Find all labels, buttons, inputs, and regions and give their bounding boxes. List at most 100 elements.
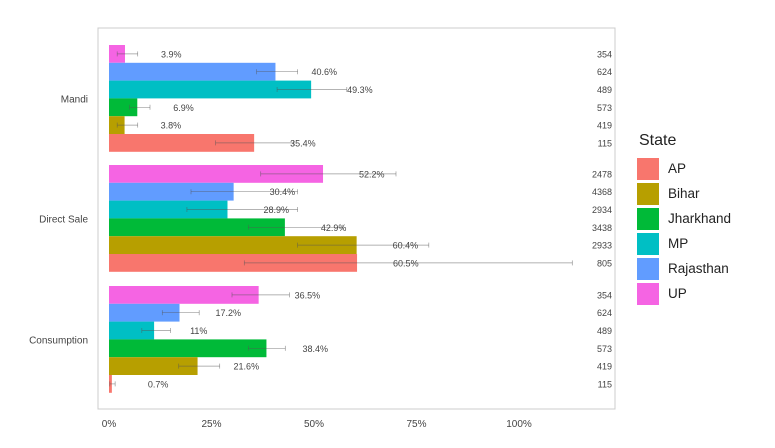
bar-rajasthan xyxy=(109,303,180,322)
n-label: 573 xyxy=(597,103,612,113)
bar-mp xyxy=(109,321,155,340)
plot-panel xyxy=(97,27,616,410)
data-label: 42.9% xyxy=(321,223,347,233)
error-bar xyxy=(215,140,294,146)
error-bar xyxy=(178,363,221,369)
data-label: 28.9% xyxy=(263,205,289,215)
legend-label: AP xyxy=(668,161,687,176)
data-label: 21.6% xyxy=(234,362,260,372)
n-label: 2478 xyxy=(592,169,612,179)
error-bar xyxy=(109,381,116,387)
n-label: 354 xyxy=(597,49,612,59)
legend-key xyxy=(637,207,659,230)
bar-rajasthan xyxy=(109,182,234,201)
data-label: 38.4% xyxy=(302,344,328,354)
n-label: 573 xyxy=(597,344,612,354)
data-label: 11% xyxy=(190,326,207,336)
error-bar xyxy=(116,122,139,128)
n-label: 805 xyxy=(597,258,612,268)
n-label: 115 xyxy=(598,379,612,389)
error-bar xyxy=(260,171,397,177)
bar-bihar xyxy=(109,236,357,254)
error-bar xyxy=(276,87,348,92)
error-bar xyxy=(129,104,151,110)
category-label: Consumption xyxy=(29,335,88,346)
error-bar xyxy=(256,69,298,75)
bar-jharkhand xyxy=(109,339,267,358)
legend-key xyxy=(637,182,659,205)
legend-item: Jharkhand xyxy=(637,206,731,231)
legend-item: MP xyxy=(637,231,731,256)
bar-rajasthan xyxy=(109,62,276,81)
legend-key xyxy=(637,257,659,280)
bar-jharkhand xyxy=(109,218,285,237)
bar-up xyxy=(109,165,324,183)
bar-mp xyxy=(109,80,312,99)
legend-item: UP xyxy=(637,281,731,306)
n-label: 419 xyxy=(597,362,612,372)
n-label: 489 xyxy=(597,326,612,336)
error-bar xyxy=(248,224,344,230)
legend-key xyxy=(637,232,659,255)
error-bar xyxy=(231,292,290,298)
legend-item: Rajasthan xyxy=(637,256,731,281)
data-label: 6.9% xyxy=(173,103,194,113)
category-label: Mandi xyxy=(61,94,88,105)
error-bar xyxy=(297,242,430,248)
legend-item: AP xyxy=(637,156,731,181)
n-label: 4368 xyxy=(592,187,612,197)
x-tick-label: 50% xyxy=(304,419,324,430)
x-tick-label: 0% xyxy=(102,419,117,430)
category-label: Direct Sale xyxy=(39,214,88,225)
data-label: 30.4% xyxy=(270,187,296,197)
legend: State AP Bihar Jharkhand MP Rajasthan UP xyxy=(637,132,731,306)
error-bar xyxy=(161,310,200,316)
x-tick-label: 100% xyxy=(506,419,532,430)
n-label: 419 xyxy=(597,121,612,131)
n-label: 3438 xyxy=(592,223,612,233)
data-label: 49.3% xyxy=(347,85,373,95)
legend-key xyxy=(637,157,659,180)
legend-title: State xyxy=(639,132,677,149)
data-label: 52.2% xyxy=(359,169,385,179)
n-label: 624 xyxy=(597,67,612,77)
n-label: 489 xyxy=(597,85,612,95)
data-label: 60.5% xyxy=(393,258,419,268)
legend-key xyxy=(637,282,659,305)
bar-bihar xyxy=(109,116,125,134)
x-tick-label: 25% xyxy=(201,419,221,430)
data-label: 0.7% xyxy=(148,379,169,389)
data-label: 17.2% xyxy=(216,308,242,318)
n-label: 624 xyxy=(597,308,612,318)
bar-ap xyxy=(109,254,358,272)
n-label: 2933 xyxy=(592,241,612,251)
bar-up xyxy=(109,286,259,304)
bar-mp xyxy=(109,200,228,219)
data-label: 40.6% xyxy=(311,67,337,77)
legend-label: MP xyxy=(668,236,689,251)
data-label: 36.5% xyxy=(295,290,321,300)
legend-item: Bihar xyxy=(637,181,731,206)
n-label: 115 xyxy=(598,138,612,148)
data-label: 35.4% xyxy=(290,138,316,148)
error-bar xyxy=(190,189,298,195)
legend-label: Rajasthan xyxy=(668,261,729,276)
error-bar xyxy=(186,207,298,212)
legend-label: Bihar xyxy=(668,186,700,201)
legend-label: Jharkhand xyxy=(668,211,732,226)
data-label: 3.9% xyxy=(161,49,182,59)
error-bar xyxy=(248,345,286,351)
error-bar xyxy=(243,260,573,266)
bar-bihar xyxy=(109,357,198,375)
x-tick-label: 75% xyxy=(406,419,426,430)
error-bar xyxy=(116,51,139,57)
legend-label: UP xyxy=(668,286,687,301)
data-label: 3.8% xyxy=(161,121,182,131)
data-label: 60.4% xyxy=(393,241,419,251)
n-label: 2934 xyxy=(592,205,612,215)
n-label: 354 xyxy=(597,290,612,300)
bar-jharkhand xyxy=(109,98,138,117)
error-bar xyxy=(141,328,171,333)
bar-ap xyxy=(109,134,255,152)
